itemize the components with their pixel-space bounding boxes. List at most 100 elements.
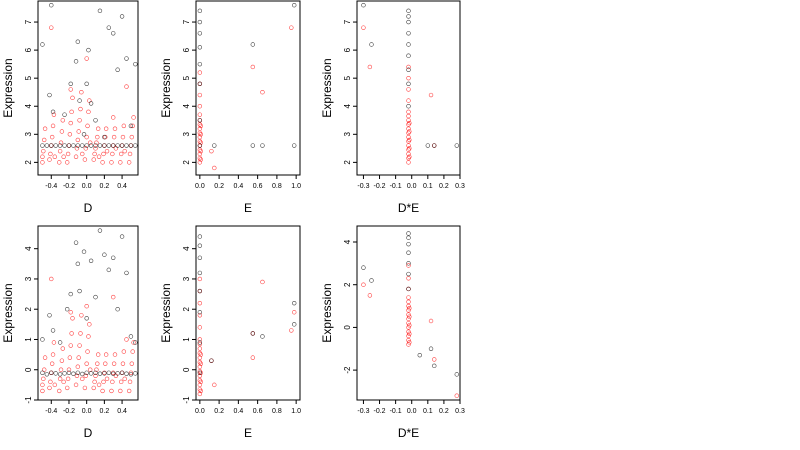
data-point	[88, 140, 93, 145]
data-point	[65, 307, 70, 312]
x-axis-label: E	[244, 426, 252, 440]
x-axis-label: D	[84, 201, 93, 215]
y-tick-label: 2	[343, 282, 352, 287]
data-point	[406, 31, 411, 36]
y-axis-label: Expression	[1, 58, 15, 117]
data-point	[406, 286, 411, 292]
data-point	[86, 47, 91, 53]
data-point	[197, 243, 203, 248]
data-point	[197, 61, 203, 67]
y-tick-label: 3	[24, 276, 33, 281]
y-axis-label: Expression	[1, 283, 15, 342]
data-point	[106, 267, 111, 273]
data-point	[454, 393, 459, 398]
data-point	[73, 59, 79, 64]
data-point	[128, 372, 134, 377]
x-tick-label: 0.0	[195, 183, 205, 190]
data-point	[93, 373, 98, 378]
data-point	[84, 143, 89, 148]
data-point	[71, 371, 76, 376]
data-point	[115, 67, 120, 72]
data-point	[57, 160, 62, 165]
data-point	[407, 340, 412, 345]
data-point	[77, 343, 82, 348]
data-point	[120, 134, 126, 140]
data-point	[97, 228, 103, 233]
data-point	[124, 270, 129, 276]
data-point	[292, 310, 297, 315]
data-point	[84, 370, 89, 375]
data-point	[111, 371, 116, 376]
data-point	[58, 140, 64, 145]
data-point	[41, 148, 46, 154]
data-point	[198, 123, 204, 129]
data-point	[197, 126, 203, 131]
data-point	[197, 81, 203, 86]
data-point	[41, 376, 46, 382]
data-point	[111, 134, 117, 140]
data-point	[197, 340, 203, 345]
data-point	[128, 370, 134, 375]
data-point	[129, 361, 135, 366]
data-point	[65, 160, 70, 165]
x-tick-label: 1.0	[291, 408, 301, 415]
data-point	[197, 112, 203, 117]
data-point	[118, 379, 124, 385]
data-point	[111, 143, 116, 148]
data-point	[407, 154, 412, 159]
series-1	[197, 25, 294, 171]
data-point	[47, 157, 52, 162]
data-point	[406, 81, 411, 86]
data-point	[124, 56, 129, 61]
plot-frame	[37, 225, 139, 401]
data-point	[406, 64, 411, 70]
data-point	[289, 328, 294, 333]
data-point	[124, 371, 129, 376]
data-point	[197, 373, 203, 378]
data-point	[76, 129, 81, 134]
data-point	[40, 143, 45, 148]
data-point	[209, 358, 214, 363]
data-point	[212, 382, 217, 388]
data-point	[407, 137, 412, 143]
data-point	[111, 115, 116, 120]
plot-frame	[195, 0, 301, 176]
data-point	[198, 132, 204, 137]
data-point	[129, 134, 135, 140]
y-tick-label: 0	[182, 367, 191, 372]
x-tick-label: -0.1	[390, 408, 402, 415]
data-point	[97, 8, 103, 14]
data-point	[197, 355, 203, 360]
data-point	[65, 151, 71, 157]
data-point	[361, 3, 366, 8]
y-tick-label: 3	[343, 132, 352, 137]
data-point	[85, 349, 90, 354]
data-point	[49, 143, 54, 148]
data-point	[57, 372, 63, 377]
data-point	[406, 308, 411, 313]
data-point	[49, 134, 55, 140]
y-axis-label: Expression	[159, 58, 173, 117]
data-point	[212, 143, 217, 148]
data-point	[406, 316, 411, 322]
data-point	[115, 371, 120, 376]
data-point	[78, 331, 83, 336]
data-point	[209, 148, 214, 154]
data-point	[91, 157, 96, 162]
data-point	[407, 323, 412, 328]
series-2	[40, 3, 138, 148]
data-point	[406, 8, 411, 14]
data-point	[65, 376, 71, 382]
data-point	[47, 313, 52, 318]
data-point	[93, 146, 98, 151]
y-tick-label: -1	[24, 396, 33, 404]
data-point	[88, 143, 94, 148]
data-point	[197, 45, 203, 50]
data-point	[128, 143, 134, 148]
y-tick-label: 2	[24, 306, 33, 311]
data-point	[367, 64, 373, 70]
data-point	[197, 300, 203, 306]
y-tick-label: 2	[182, 160, 191, 165]
x-tick-label: 0.4	[234, 408, 244, 415]
data-point	[407, 120, 412, 126]
